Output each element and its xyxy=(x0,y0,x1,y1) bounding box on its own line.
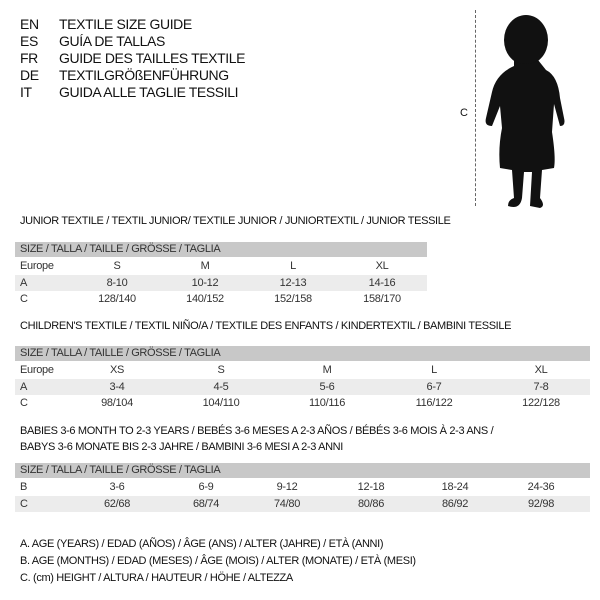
table-row-b: B 3-6 6-9 9-12 12-18 18-24 24-36 xyxy=(15,479,590,495)
table-cell: 24-36 xyxy=(527,481,555,493)
table-cell: S xyxy=(113,260,121,272)
table-cell: 128/140 xyxy=(98,293,136,305)
table-cell: 6-9 xyxy=(198,481,214,493)
language-codes: EN ES FR DE IT xyxy=(20,16,39,101)
table-row-a: A 8-10 10-12 12-13 14-16 xyxy=(15,275,427,291)
table-cell: 12-18 xyxy=(357,481,385,493)
table-cell: M xyxy=(200,260,210,272)
table-cell: 98/104 xyxy=(101,397,133,409)
table-cell: 92/98 xyxy=(527,498,555,510)
row-label: B xyxy=(20,481,28,493)
children-size-table: SIZE / TALLA / TAILLE / GRÖSSE / TAGLIA … xyxy=(15,346,590,412)
table-cell: 110/116 xyxy=(308,397,346,409)
table-cell: 68/74 xyxy=(192,498,220,510)
table-cell: 80/86 xyxy=(357,498,385,510)
table-cell: 8-10 xyxy=(106,277,128,289)
title-it: GUIDA ALLE TAGLIE TESSILI xyxy=(59,84,239,100)
table-header: SIZE / TALLA / TAILLE / GRÖSSE / TAGLIA xyxy=(15,346,590,361)
babies-section-title-line2: BABYS 3-6 MONATE BIS 2-3 JAHRE / BAMBINI… xyxy=(20,441,343,453)
table-cell: 12-13 xyxy=(279,277,307,289)
children-section-title: CHILDREN'S TEXTILE / TEXTIL NIÑO/A / TEX… xyxy=(20,320,512,332)
row-label: C xyxy=(20,498,28,510)
junior-size-table: SIZE / TALLA / TAILLE / GRÖSSE / TAGLIA … xyxy=(15,242,427,308)
child-silhouette-icon xyxy=(485,15,565,208)
title-es: GUÍA DE TALLAS xyxy=(59,33,165,49)
title-fr: GUIDE DES TAILLES TEXTILE xyxy=(59,50,246,66)
table-cell: 86/92 xyxy=(441,498,469,510)
table-row-c: C 128/140 140/152 152/158 158/170 xyxy=(15,291,427,307)
table-cell: XS xyxy=(109,364,125,376)
row-label: A xyxy=(20,277,28,289)
table-cell: 104/110 xyxy=(202,397,240,409)
language-titles: TEXTILE SIZE GUIDE GUÍA DE TALLAS GUIDE … xyxy=(59,16,245,101)
title-de: TEXTILGRÖßENFÜHRUNG xyxy=(59,67,229,83)
row-label: Europe xyxy=(20,260,54,272)
table-header: SIZE / TALLA / TAILLE / GRÖSSE / TAGLIA xyxy=(15,242,427,257)
row-label: A xyxy=(20,381,28,393)
legend-b: B. AGE (MONTHS) / EDAD (MESES) / ÂGE (MO… xyxy=(20,555,416,567)
table-row-europe: Europe S M L XL xyxy=(15,258,427,274)
table-cell: 3-4 xyxy=(109,381,125,393)
table-cell: 7-8 xyxy=(533,381,549,393)
table-row-a: A 3-4 4-5 5-6 6-7 7-8 xyxy=(15,379,590,395)
lang-code-it: IT xyxy=(20,84,32,100)
table-cell: 122/128 xyxy=(522,397,560,409)
table-cell: S xyxy=(217,364,225,376)
table-cell: 10-12 xyxy=(191,277,219,289)
table-cell: XL xyxy=(534,364,548,376)
junior-section-title: JUNIOR TEXTILE / TEXTIL JUNIOR/ TEXTILE … xyxy=(20,215,451,227)
table-cell: 9-12 xyxy=(276,481,298,493)
table-cell: 116/122 xyxy=(415,397,453,409)
table-cell: 4-5 xyxy=(213,381,229,393)
table-cell: L xyxy=(290,260,296,272)
babies-size-table: SIZE / TALLA / TAILLE / GRÖSSE / TAGLIA … xyxy=(15,463,590,513)
table-cell: 62/68 xyxy=(103,498,131,510)
table-row-c: C 62/68 68/74 74/80 80/86 86/92 92/98 xyxy=(15,496,590,512)
table-cell: 6-7 xyxy=(426,381,442,393)
table-cell: M xyxy=(322,364,332,376)
table-cell: 74/80 xyxy=(273,498,301,510)
height-label: C xyxy=(460,107,468,119)
row-label: C xyxy=(20,397,28,409)
table-row-europe: Europe XS S M L XL xyxy=(15,362,590,378)
babies-section-title-line1: BABIES 3-6 MONTH TO 2-3 YEARS / BEBÉS 3-… xyxy=(20,425,494,437)
lang-code-de: DE xyxy=(20,67,39,83)
table-cell: 3-6 xyxy=(109,481,125,493)
legend-a: A. AGE (YEARS) / EDAD (AÑOS) / ÂGE (ANS)… xyxy=(20,538,384,550)
table-cell: 140/152 xyxy=(186,293,224,305)
legend-c: C. (cm) HEIGHT / ALTURA / HAUTEUR / HÖHE… xyxy=(20,572,293,584)
table-cell: 5-6 xyxy=(319,381,335,393)
lang-code-fr: FR xyxy=(20,50,38,66)
table-row-c: C 98/104 104/110 110/116 116/122 122/128 xyxy=(15,395,590,411)
table-cell: XL xyxy=(375,260,389,272)
row-label: Europe xyxy=(20,364,54,376)
table-cell: L xyxy=(431,364,437,376)
lang-code-es: ES xyxy=(20,33,38,49)
table-cell: 14-16 xyxy=(368,277,396,289)
table-cell: 152/158 xyxy=(274,293,312,305)
row-label: C xyxy=(20,293,28,305)
lang-code-en: EN xyxy=(20,16,39,32)
table-cell: 158/170 xyxy=(363,293,401,305)
title-en: TEXTILE SIZE GUIDE xyxy=(59,16,192,32)
table-header: SIZE / TALLA / TAILLE / GRÖSSE / TAGLIA xyxy=(15,463,590,478)
table-cell: 18-24 xyxy=(441,481,469,493)
height-measure-line xyxy=(475,10,476,206)
